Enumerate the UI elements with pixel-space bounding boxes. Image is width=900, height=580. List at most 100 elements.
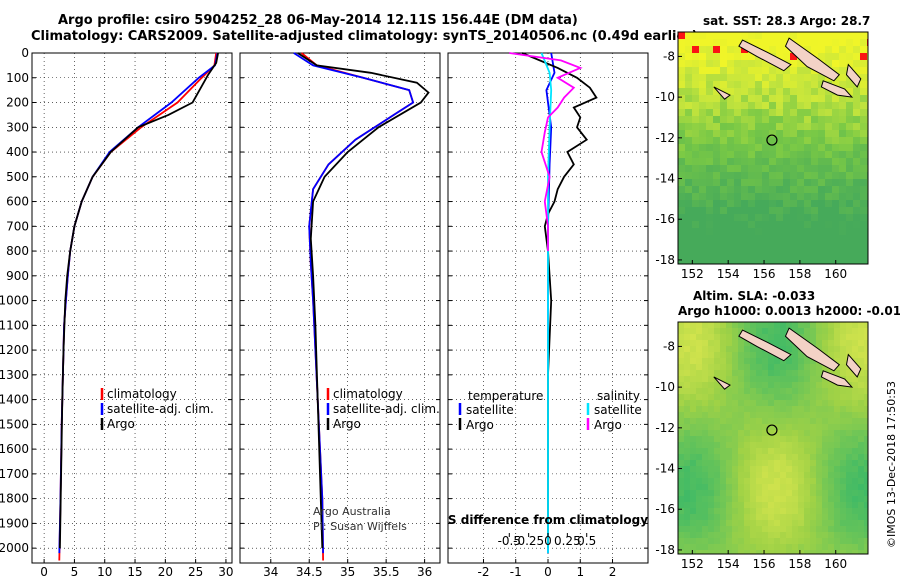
sla-map-cell xyxy=(702,424,708,430)
sla-map-cell xyxy=(720,430,726,436)
sla-map-cell xyxy=(744,382,750,388)
sla-map-cell xyxy=(780,454,786,460)
sst-map-cell xyxy=(741,165,748,172)
sst-map-cell xyxy=(685,123,692,130)
sst-map-cell xyxy=(839,151,846,158)
sst-map-cell xyxy=(727,249,734,256)
sst-map-cell xyxy=(860,249,867,256)
sla-map-cell xyxy=(810,496,816,502)
sst-map-cell xyxy=(748,151,755,158)
sla-map-cell xyxy=(828,388,834,394)
sla-map-cell xyxy=(714,364,720,370)
sla-map-cell xyxy=(798,358,804,364)
sla-map-cell xyxy=(726,364,732,370)
sst-map-cell xyxy=(755,221,762,228)
sla-map-cell xyxy=(732,448,738,454)
sla-map-cell xyxy=(678,412,684,418)
sst-map-cell xyxy=(692,67,699,74)
depth-tick-label: 1900 xyxy=(0,516,29,530)
sla-map-cell xyxy=(738,394,744,400)
sla-map-cell xyxy=(786,448,792,454)
sla-map-cell xyxy=(708,328,714,334)
sst-map-cell xyxy=(727,102,734,109)
sla-map-cell xyxy=(762,472,768,478)
sla-map-cell xyxy=(846,550,852,554)
sst-map-cell xyxy=(762,172,769,179)
sst-map-cell xyxy=(804,32,811,39)
sst-map-cell xyxy=(706,165,713,172)
sst-map-cell xyxy=(699,165,706,172)
sla-map-cell xyxy=(678,520,684,526)
sla-map-cell xyxy=(696,358,702,364)
sst-map-cell xyxy=(769,179,776,186)
sst-map-cell xyxy=(685,116,692,123)
sst-map-cell xyxy=(783,158,790,165)
sla-map-cell xyxy=(738,370,744,376)
sla-map-cell xyxy=(840,448,846,454)
sla-map-cell xyxy=(684,490,690,496)
sst-map-group xyxy=(678,32,868,264)
sst-map-cell xyxy=(776,158,783,165)
sla-map-cell xyxy=(804,466,810,472)
sst-map-cell xyxy=(776,123,783,130)
sst-map-cell xyxy=(811,116,818,123)
sla-map-cell xyxy=(732,478,738,484)
sst-map-cell xyxy=(839,95,846,102)
sst-map-cell xyxy=(755,116,762,123)
sst-map-cell xyxy=(720,74,727,81)
salinity-profile-xtick-label: 35.5 xyxy=(373,565,400,579)
sla-map-cell xyxy=(798,538,804,544)
sst-map-cell xyxy=(832,193,839,200)
sla-map-cell xyxy=(816,436,822,442)
sst-map-cell xyxy=(832,179,839,186)
sst-map-cell xyxy=(790,88,797,95)
sst-map-cell xyxy=(783,186,790,193)
sla-map-cell xyxy=(750,388,756,394)
sla-map-cell xyxy=(804,550,810,554)
sla-map-cell xyxy=(834,418,840,424)
sla-map-cell xyxy=(852,532,858,538)
sst-map-cell xyxy=(685,109,692,116)
sla-map-cell xyxy=(822,502,828,508)
sst-map-cell xyxy=(720,221,727,228)
sla-map-cell xyxy=(696,328,702,334)
sla-map-cell xyxy=(798,460,804,466)
sst-map-cell xyxy=(706,88,713,95)
sla-map-cell xyxy=(816,334,822,340)
sst-map-cell xyxy=(818,74,825,81)
sla-map-cell xyxy=(852,454,858,460)
sla-map-cell xyxy=(810,460,816,466)
sla-map-cell xyxy=(810,424,816,430)
sst-map-cell xyxy=(713,207,720,214)
sla-map-cell xyxy=(774,550,780,554)
sst-map-cell xyxy=(832,53,839,60)
sla-map-cell xyxy=(714,322,720,328)
sla-map-cell xyxy=(858,550,864,554)
sla-map-cell xyxy=(684,532,690,538)
sst-map-cell xyxy=(713,144,720,151)
sst-map-cell xyxy=(839,60,846,67)
sla-map-cell xyxy=(828,412,834,418)
sst-map-cell xyxy=(853,214,860,221)
sst-map-cell xyxy=(846,249,853,256)
sla-map-cell xyxy=(690,352,696,358)
depth-tick-label: 2000 xyxy=(0,541,29,555)
sla-map-cell xyxy=(810,442,816,448)
sla-map-cell xyxy=(720,346,726,352)
sla-map-cell xyxy=(792,418,798,424)
sst-map-cell xyxy=(727,123,734,130)
island-shape xyxy=(713,376,731,390)
sla-map-cell xyxy=(720,436,726,442)
sla-map-cell xyxy=(744,322,750,328)
sst-map-cell xyxy=(832,256,839,263)
sst-map-cell xyxy=(825,46,832,53)
sst-map-cell xyxy=(762,32,769,39)
sla-map-cell xyxy=(786,460,792,466)
sla-map-cell xyxy=(858,484,864,490)
sla-map-cell xyxy=(726,376,732,382)
sla-map-cell xyxy=(840,538,846,544)
sla-map-cell xyxy=(768,424,774,430)
sst-map-cell xyxy=(762,46,769,53)
sla-map-cell xyxy=(822,436,828,442)
sla-map-cell xyxy=(678,376,684,382)
